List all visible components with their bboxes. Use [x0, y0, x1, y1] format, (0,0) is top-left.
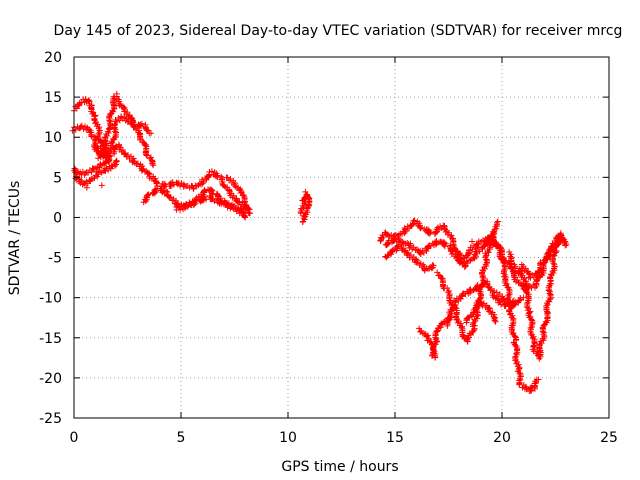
y-axis-label: SDTVAR / TECUs	[7, 181, 23, 296]
y-tick-label: -25	[39, 411, 62, 427]
y-tick-label: -20	[39, 371, 62, 387]
grid-lines	[74, 57, 609, 418]
x-tick-label: 0	[70, 430, 79, 446]
y-tick-label: 10	[44, 130, 62, 146]
y-tick-label: 5	[53, 170, 62, 186]
y-tick-label: 0	[53, 210, 62, 226]
data-point-markers	[69, 90, 570, 395]
y-tick-label: -15	[39, 331, 62, 347]
x-tick-label: 10	[279, 430, 297, 446]
x-tick-label: 15	[386, 430, 404, 446]
axis-ticks: 0 5 10 15 20 25 -25 -20 -15 -10 -5 0 5 10 15 20	[39, 50, 618, 446]
y-tick-label: -5	[48, 251, 62, 267]
plot-frame	[73, 56, 610, 419]
chart-title: Day 145 of 2023, Sidereal Day-to-day VTE…	[54, 23, 623, 39]
y-tick-label: 15	[44, 90, 62, 106]
data-points	[69, 90, 570, 395]
y-tick-label: 20	[44, 50, 62, 66]
y-tick-label: -10	[39, 291, 62, 307]
x-tick-label: 20	[493, 430, 511, 446]
x-axis-label: GPS time / hours	[281, 459, 398, 475]
x-tick-label: 25	[600, 430, 618, 446]
x-tick-label: 5	[177, 430, 186, 446]
